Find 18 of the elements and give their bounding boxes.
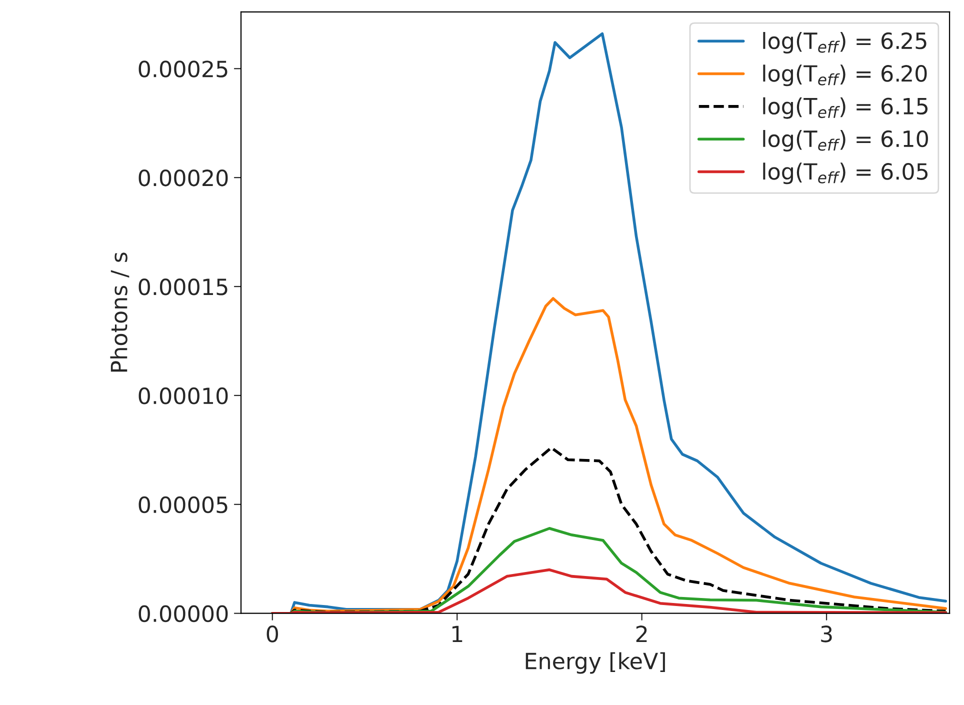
line-series bbox=[271, 568, 948, 614]
y-tick-label: 0.00020 bbox=[138, 170, 228, 186]
legend-label: log(T$_{eff}$) = 6.05 bbox=[763, 162, 928, 184]
legend-label: log(T$_{eff}$) = 6.20 bbox=[763, 64, 927, 86]
x-tick-label: 1 bbox=[452, 626, 462, 642]
y-tick-label: 0.00000 bbox=[138, 605, 228, 622]
y-tick-label: 0.00010 bbox=[138, 387, 228, 404]
x-tick-label: 0 bbox=[266, 626, 278, 642]
y-tick-label: 0.00015 bbox=[138, 278, 228, 296]
y-tick-label: 0.00005 bbox=[138, 496, 228, 514]
x-tick-label: 2 bbox=[636, 626, 647, 642]
x-tick-label: 3 bbox=[821, 626, 832, 642]
legend-label: log(T$_{eff}$) = 6.15 bbox=[763, 97, 928, 119]
y-tick-label: 0.00025 bbox=[138, 60, 228, 78]
y-axis-title: Photons / s bbox=[110, 252, 130, 372]
legend-label: log(T$_{eff}$) = 6.25 bbox=[763, 32, 926, 54]
x-axis-title: Energy [keV] bbox=[526, 652, 665, 674]
legend-label: log(T$_{eff}$) = 6.10 bbox=[763, 130, 928, 152]
